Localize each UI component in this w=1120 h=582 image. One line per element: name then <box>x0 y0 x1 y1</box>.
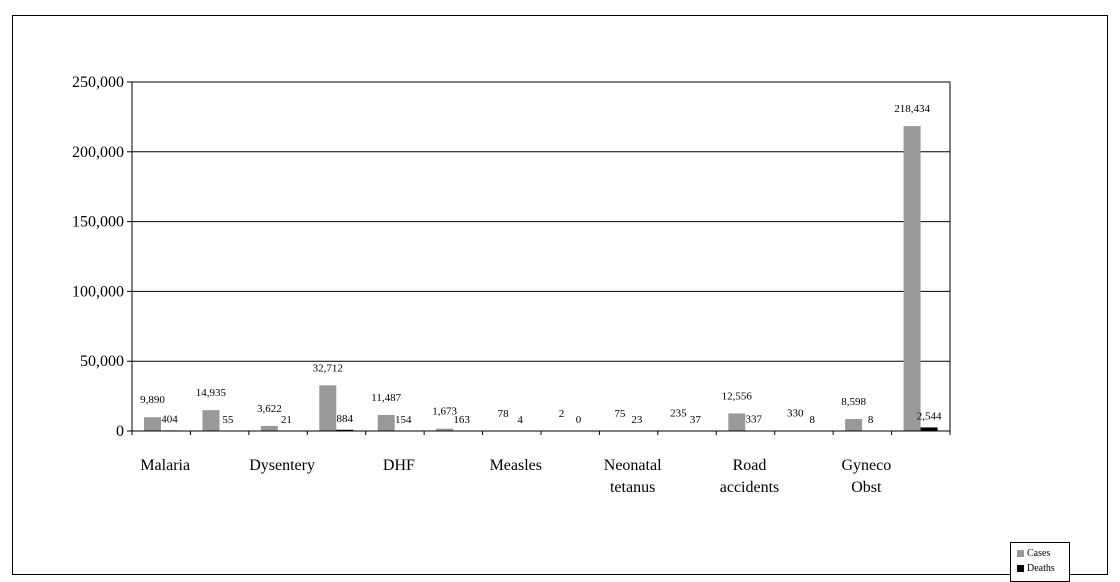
legend-item-deaths: Deaths <box>1017 561 1069 576</box>
data-label-deaths: 8 <box>809 414 815 426</box>
data-label-deaths: 404 <box>161 413 178 425</box>
data-label-deaths: 2,544 <box>917 410 942 422</box>
legend-swatch-cases <box>1017 550 1024 557</box>
bar-cases <box>378 415 395 431</box>
data-label-deaths: 55 <box>222 414 234 426</box>
y-tick-label: 150,000 <box>72 214 124 231</box>
bar-cases <box>845 419 862 431</box>
y-tick-label: 0 <box>116 423 124 440</box>
data-label-cases: 218,434 <box>894 103 930 115</box>
x-category-label: Malaria <box>140 457 190 474</box>
data-label-cases: 11,487 <box>371 392 401 404</box>
bar-cases <box>202 410 219 431</box>
legend-label-cases: Cases <box>1027 548 1050 559</box>
y-tick-label: 100,000 <box>72 283 124 300</box>
legend-item-cases: Cases <box>1017 546 1069 561</box>
data-label-deaths: 4 <box>517 414 523 426</box>
data-label-cases: 9,890 <box>140 394 165 406</box>
data-label-deaths: 21 <box>281 414 292 426</box>
y-axis: 0 50,000 100,000 150,000 200,000 250,000 <box>72 74 950 440</box>
legend-swatch-deaths <box>1017 565 1024 572</box>
bar-cases <box>261 426 278 431</box>
data-label-cases: 330 <box>787 408 804 420</box>
plot-area-border <box>132 82 950 431</box>
data-label-deaths: 154 <box>395 414 412 426</box>
data-label-cases: 8,598 <box>841 396 866 408</box>
bar-cases <box>144 417 161 431</box>
bar-cases <box>904 126 921 431</box>
bar-cases <box>728 413 745 431</box>
x-category-label: DHF <box>383 457 415 474</box>
data-label-deaths: 8 <box>868 414 874 426</box>
data-label-deaths: 37 <box>690 414 702 426</box>
data-label-cases: 2 <box>559 408 565 420</box>
data-label-deaths: 163 <box>453 414 470 426</box>
data-label-cases: 235 <box>670 408 687 420</box>
y-tick-label: 250,000 <box>72 74 124 91</box>
data-label-deaths: 884 <box>337 413 354 425</box>
gridlines <box>132 82 950 361</box>
bar-deaths <box>921 427 938 431</box>
legend: Cases Deaths <box>1010 542 1070 582</box>
x-category-label: Dysentery <box>249 457 315 474</box>
y-tick-label: 50,000 <box>80 353 124 370</box>
data-label-cases: 78 <box>498 408 510 420</box>
data-label-cases: 3,622 <box>257 403 282 415</box>
data-label-deaths: 0 <box>576 414 582 426</box>
x-category-label: Measles <box>490 457 542 474</box>
bar-cases <box>319 385 336 431</box>
bars <box>144 126 938 431</box>
data-label-deaths: 23 <box>631 414 643 426</box>
data-label-cases: 12,556 <box>722 390 753 402</box>
data-label-cases: 75 <box>614 408 626 420</box>
data-label-deaths: 337 <box>746 414 763 426</box>
bar-chart: 0 50,000 100,000 150,000 200,000 250,000 9,89… <box>0 0 1120 565</box>
data-label-cases: 32,712 <box>313 362 343 374</box>
data-label-cases: 14,935 <box>196 387 227 399</box>
y-tick-label: 200,000 <box>72 144 124 161</box>
